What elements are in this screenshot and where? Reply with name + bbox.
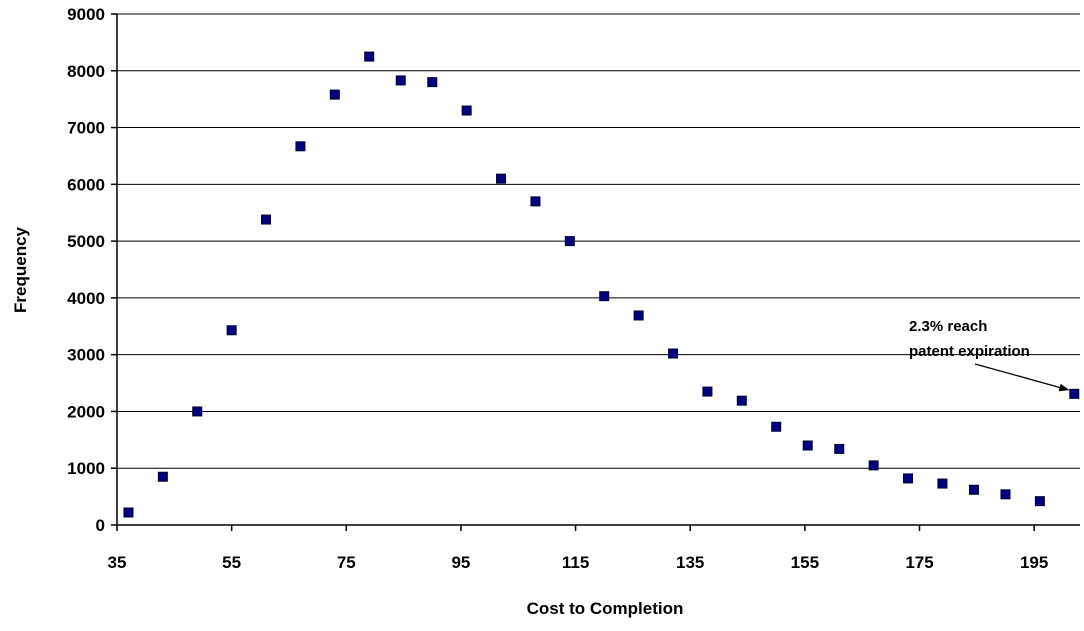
gridlines: [117, 13, 1080, 469]
data-point: [736, 395, 747, 406]
data-point: [226, 325, 237, 336]
data-point: [599, 291, 610, 302]
x-tick-label: 55: [222, 553, 241, 572]
y-tick-label: 1000: [67, 459, 105, 478]
y-tick-label: 6000: [67, 175, 105, 194]
annotation-line-2: patent expiration: [909, 343, 1030, 360]
x-tick-label: 95: [451, 553, 470, 572]
y-tick-label: 7000: [67, 119, 105, 138]
x-tick-label: 155: [791, 553, 819, 572]
data-point: [903, 473, 914, 484]
data-point: [395, 75, 406, 86]
data-point: [937, 478, 948, 489]
data-point: [157, 471, 168, 482]
data-point: [364, 51, 375, 62]
data-point: [261, 214, 272, 225]
y-tick-label: 3000: [67, 346, 105, 365]
data-point: [702, 386, 713, 397]
x-tick-label: 115: [562, 553, 589, 572]
data-points: [123, 51, 1080, 518]
data-point: [192, 406, 203, 417]
y-tick-label: 4000: [67, 289, 105, 308]
x-tick-label: 175: [905, 553, 933, 572]
data-point: [633, 310, 644, 321]
data-point: [1069, 388, 1080, 399]
x-tick-label: 135: [676, 553, 704, 572]
data-point: [564, 236, 575, 247]
data-point: [1000, 489, 1011, 500]
y-tick-label: 5000: [67, 232, 105, 251]
data-point: [668, 348, 679, 359]
x-axis-title: Cost to Completion: [527, 599, 684, 618]
data-point: [427, 77, 438, 88]
data-point: [329, 89, 340, 100]
x-tick-label: 75: [337, 553, 356, 572]
x-tick-labels: 35 55 75 95 115 135 155 175 195: [108, 525, 1048, 572]
data-point: [968, 484, 979, 495]
y-tick-labels: 0 1000 2000 3000 4000 5000 6000 7000 8000 9000: [67, 5, 117, 535]
data-point: [802, 440, 813, 451]
y-tick-label: 8000: [67, 62, 105, 81]
data-point: [295, 141, 306, 152]
data-point: [868, 460, 879, 471]
data-point: [1034, 496, 1045, 507]
annotation-arrow: [974, 363, 1070, 392]
data-point: [496, 173, 507, 184]
annotation: 2.3% reach patent expiration: [909, 318, 1070, 392]
annotation-line-1: 2.3% reach: [909, 318, 987, 335]
x-tick-label: 195: [1020, 553, 1048, 572]
y-axis-title: Frequency: [11, 226, 30, 313]
data-point: [461, 105, 472, 116]
y-tick-label: 2000: [67, 402, 105, 421]
axes: [116, 14, 1080, 526]
data-point: [123, 507, 134, 518]
y-tick-label: 0: [96, 516, 105, 535]
data-point: [771, 421, 782, 432]
x-tick-label: 35: [108, 553, 127, 572]
data-point: [834, 443, 845, 454]
data-point: [530, 196, 541, 207]
y-tick-label: 9000: [67, 5, 105, 24]
